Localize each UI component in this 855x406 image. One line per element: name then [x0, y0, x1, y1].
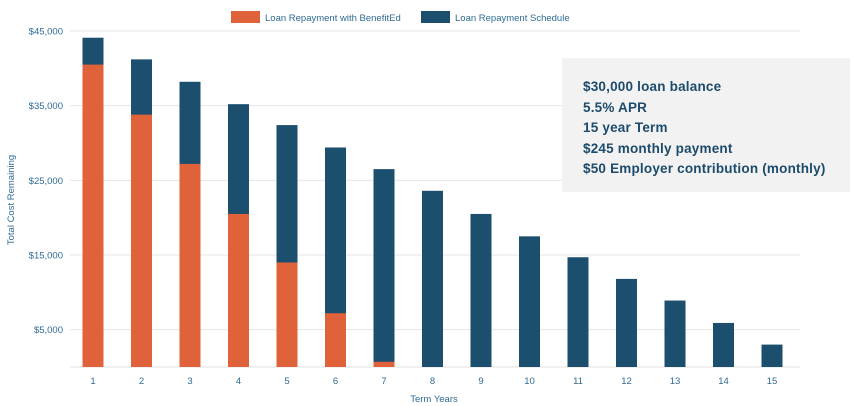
x-tick-label: 15	[767, 376, 778, 387]
x-tick-label: 5	[284, 376, 289, 387]
x-tick-label: 10	[524, 376, 535, 387]
x-tick-label: 1	[90, 376, 95, 387]
bars	[82, 37, 783, 368]
x-axis-label: Term Years	[410, 394, 458, 405]
legend-swatch-schedule	[421, 11, 450, 23]
info-monthly-payment: $245 monthly payment	[583, 140, 733, 156]
x-tick-label: 12	[621, 376, 632, 387]
x-tick-label: 6	[333, 376, 338, 387]
loan-info-box: $30,000 loan balance 5.5% APR 15 year Te…	[562, 58, 850, 192]
x-tick-label: 2	[139, 376, 144, 387]
x-tick-label: 4	[236, 376, 241, 387]
y-tick-label: $35,000	[29, 101, 63, 112]
info-employer-contribution: $50 Employer contribution (monthly)	[583, 161, 826, 176]
bar-schedule-year-6	[325, 147, 346, 367]
x-tick-label: 3	[187, 376, 192, 387]
bar-schedule-year-10	[519, 236, 540, 367]
y-tick-label: $45,000	[29, 27, 63, 38]
y-axis-ticks: $5,000 $15,000 $25,000 $35,000 $45,000	[29, 27, 63, 337]
info-apr: 5.5% APR	[583, 99, 648, 115]
x-tick-label: 7	[381, 376, 386, 387]
x-axis-ticks: 1 2 3 4 5 6 7 8 9 10 11 12 13 14 15	[90, 376, 777, 387]
bar-benefited-year-7	[373, 361, 395, 367]
bar-schedule-year-13	[664, 300, 686, 367]
y-tick-label: $25,000	[29, 176, 63, 187]
x-tick-label: 14	[718, 376, 729, 387]
y-axis-label: Total Cost Remaining	[6, 155, 17, 245]
x-tick-label: 9	[478, 376, 483, 387]
bar-benefited-year-3	[179, 163, 201, 367]
bar-benefited-year-2	[131, 114, 152, 367]
info-loan-balance: $30,000 loan balance	[583, 79, 722, 94]
bar-schedule-year-15	[761, 344, 783, 367]
bar-schedule-year-7	[373, 169, 395, 367]
legend-label-benefited: Loan Repayment with BenefitEd	[265, 13, 401, 24]
y-tick-label: $5,000	[34, 325, 63, 336]
x-tick-label: 13	[670, 376, 681, 387]
y-tick-label: $15,000	[29, 251, 63, 262]
bar-benefited-year-1	[82, 64, 104, 367]
legend-label-schedule: Loan Repayment Schedule	[455, 13, 570, 24]
bar-benefited-year-5	[276, 262, 298, 367]
bar-benefited-year-4	[228, 213, 249, 367]
x-tick-label: 8	[430, 376, 435, 387]
info-term: 15 year Term	[583, 120, 668, 135]
bar-schedule-year-11	[567, 257, 589, 367]
bar-schedule-year-12	[616, 278, 637, 367]
bar-schedule-year-8	[422, 190, 443, 367]
legend-swatch-benefited	[231, 11, 260, 23]
x-tick-label: 11	[573, 376, 583, 387]
bar-schedule-year-9	[470, 213, 492, 367]
bar-benefited-year-6	[325, 313, 346, 367]
legend: Loan Repayment with BenefitEd Loan Repay…	[231, 11, 570, 24]
bar-schedule-year-14	[713, 322, 734, 367]
